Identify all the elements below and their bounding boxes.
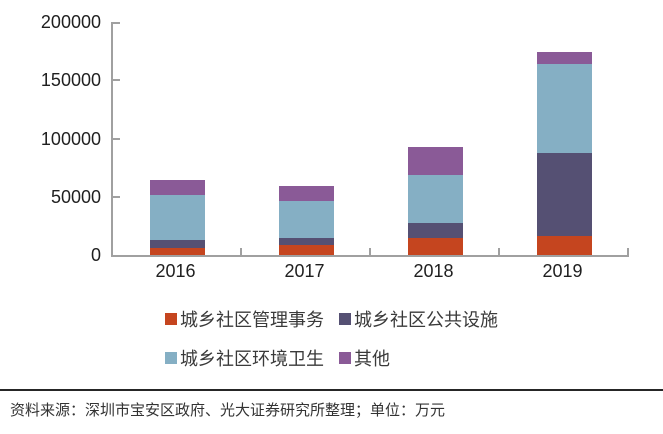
bar-segment-2016-series0 <box>150 248 205 255</box>
bar-2016 <box>150 22 205 255</box>
legend-swatch-icon <box>165 352 177 364</box>
y-axis-label: 50000 <box>50 186 101 207</box>
legend-item-0: 城乡社区管理事务 <box>165 306 339 332</box>
source-note-text: 资料来源：深圳市宝安区政府、光大证券研究所整理；单位：万元 <box>10 402 446 419</box>
x-tick-mark <box>369 248 371 255</box>
bar-segment-2019-series2 <box>537 64 592 154</box>
y-axis-label: 200000 <box>40 12 101 32</box>
legend-item-3: 其他 <box>339 345 498 371</box>
y-tick-mark <box>113 22 120 24</box>
bar-segment-2018-series3 <box>408 147 463 175</box>
y-axis-label: 100000 <box>40 128 101 149</box>
legend-label: 城乡社区管理事务 <box>180 310 324 331</box>
legend-swatch-icon <box>339 313 351 325</box>
x-axis-label-2019: 2019 <box>542 261 583 281</box>
source-note: 资料来源：深圳市宝安区政府、光大证券研究所整理；单位：万元 <box>0 389 663 420</box>
y-tick-mark <box>113 137 120 140</box>
bar-segment-2017-series0 <box>279 244 334 255</box>
x-axis-label-2016: 2016 <box>155 261 196 281</box>
bar-2018 <box>408 22 463 255</box>
y-axis-label: 150000 <box>40 70 101 91</box>
bar-segment-2018-series2 <box>408 174 463 224</box>
legend: 城乡社区管理事务 城乡社区公共设施城乡社区环境卫生 其他 <box>0 306 663 371</box>
bar-segment-2017-series1 <box>279 238 334 245</box>
y-tick-mark <box>113 195 120 198</box>
x-tick-mark <box>498 248 500 255</box>
x-tick-mark <box>627 248 629 255</box>
x-axis-label-2017: 2017 <box>284 261 325 281</box>
legend-item-2: 城乡社区环境卫生 <box>165 345 339 371</box>
legend-swatch-icon <box>339 352 351 364</box>
bar-segment-2016-series2 <box>150 194 205 240</box>
bar-segment-2018-series0 <box>408 237 463 255</box>
bar-2017 <box>279 22 334 255</box>
bar-segment-2019-series1 <box>537 153 592 237</box>
bar-segment-2017-series3 <box>279 186 334 202</box>
legend-grid: 城乡社区管理事务 城乡社区公共设施城乡社区环境卫生 其他 <box>165 306 498 371</box>
plot-area <box>111 22 629 257</box>
bar-2019 <box>537 22 592 255</box>
bar-segment-2019-series3 <box>537 51 592 65</box>
bar-segment-2017-series2 <box>279 201 334 238</box>
x-tick-mark <box>240 248 242 255</box>
bar-segment-2016-series1 <box>150 239 205 249</box>
y-tick-mark <box>113 79 120 82</box>
y-axis-label: 0 <box>90 245 101 265</box>
bar-segment-2016-series3 <box>150 179 205 195</box>
legend-label: 城乡社区环境卫生 <box>180 349 324 370</box>
legend-label: 城乡社区公共设施 <box>354 310 498 331</box>
x-axis-label-2018: 2018 <box>413 261 454 281</box>
legend-item-1: 城乡社区公共设施 <box>339 306 498 332</box>
legend-label: 其他 <box>354 349 390 370</box>
bar-segment-2019-series0 <box>537 236 592 255</box>
legend-swatch-icon <box>165 313 177 325</box>
bar-segment-2018-series1 <box>408 223 463 238</box>
